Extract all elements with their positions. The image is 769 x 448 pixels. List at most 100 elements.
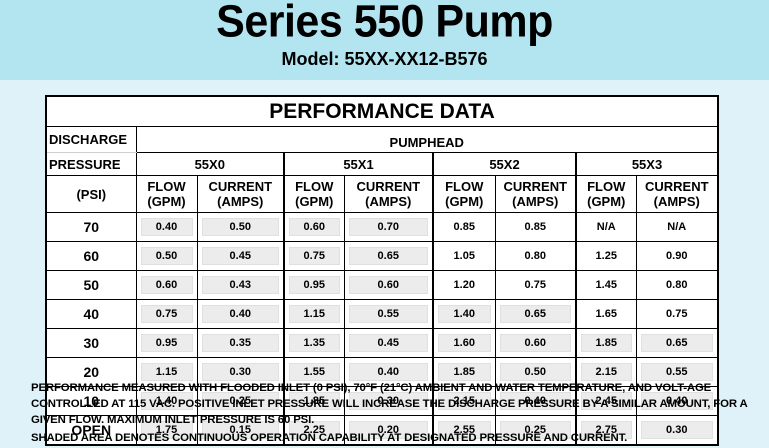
current-cell-55x2: 0.65	[494, 299, 577, 329]
flow-header-55x3: FLOW (GPM)	[575, 175, 637, 213]
cell-value: 1.25	[595, 250, 617, 262]
current-unit: (AMPS)	[512, 194, 559, 209]
flow-cell-55x0: 0.50	[135, 241, 198, 271]
cell-value: 1.55	[289, 363, 340, 381]
current-header-55x1: CURRENT (AMPS)	[343, 175, 434, 213]
table-row: 30 0.95 0.35 1.35 0.45 1.60 0.60 1.85 0.65	[45, 328, 719, 358]
flow-cell-55x0: 0.60	[135, 270, 198, 300]
current-unit: (AMPS)	[653, 194, 700, 209]
model-header-55x1: 55X1	[283, 152, 434, 176]
cell-value: 1.40	[438, 305, 491, 323]
row-header-pressure: PRESSURE	[45, 152, 137, 176]
pressure-value: 50	[45, 270, 137, 300]
flow-cell-55x1: 1.85	[283, 386, 345, 416]
flow-cell-55x3: 1.65	[575, 299, 637, 329]
cell-value: 0.15	[201, 421, 279, 439]
current-cell-55x0: 0.25	[196, 386, 285, 416]
cell-value: 0.40	[640, 392, 714, 410]
cell-value: 0.60	[289, 218, 340, 236]
performance-note: PERFORMANCE MEASURED WITH FLOODED INLET …	[31, 382, 748, 426]
cell-value: 0.85	[524, 221, 546, 233]
page-title: Series 550 Pump	[216, 0, 553, 48]
cell-value: 0.50	[499, 363, 571, 381]
table-row: 60 0.50 0.45 0.75 0.65 1.05 0.80 1.25 0.90	[45, 241, 719, 271]
current-cell-55x1: 0.70	[343, 212, 434, 242]
cell-value: 1.85	[438, 363, 491, 381]
flow-cell-55x1: 0.60	[283, 212, 345, 242]
cell-value: 0.40	[140, 218, 193, 236]
flow-cell-55x3: 1.25	[575, 241, 637, 271]
cell-value: N/A	[596, 221, 616, 233]
current-cell-55x0: 0.35	[196, 328, 285, 358]
flow-cell-55x3: 1.45	[575, 270, 637, 300]
flow-unit: (GPM)	[587, 194, 626, 209]
flow-cell-55x2: 2.15	[432, 386, 496, 416]
current-cell-55x0: 0.30	[196, 357, 285, 387]
cell-value: 0.75	[524, 279, 546, 291]
current-cell-55x2: 0.75	[494, 270, 577, 300]
flow-header-55x2: FLOW (GPM)	[432, 175, 496, 213]
cell-value: 0.60	[140, 276, 193, 294]
flow-cell-55x2: 1.05	[432, 241, 496, 271]
table-row: OPEN 1.75 0.15 2.25 0.20 2.55 0.25 2.75 0.30	[45, 415, 719, 446]
flow-cell-55x0: 1.15	[135, 357, 198, 387]
current-cell-55x3: N/A	[635, 212, 719, 242]
flow-label: FLOW	[445, 179, 484, 194]
current-cell-55x3: 0.30	[635, 415, 719, 446]
current-cell-55x3: 0.65	[635, 328, 719, 358]
flow-cell-55x0: 1.40	[135, 386, 198, 416]
current-cell-55x1: 0.20	[343, 415, 434, 446]
current-header-55x2: CURRENT (AMPS)	[494, 175, 577, 213]
flow-header-55x0: FLOW (GPM)	[135, 175, 198, 213]
table-row: 10 1.40 0.25 1.85 0.30 2.15 0.40 2.45 0.40	[45, 386, 719, 416]
flow-cell-55x1: 1.15	[283, 299, 345, 329]
cell-value: 0.25	[201, 392, 279, 410]
current-label: CURRENT	[356, 179, 421, 194]
model-header-55x0: 55X0	[135, 152, 285, 176]
row-header-psi: (PSI)	[45, 175, 137, 213]
cell-value: 0.55	[348, 305, 428, 323]
current-cell-55x0: 0.40	[196, 299, 285, 329]
cell-value: 0.30	[201, 363, 279, 381]
cell-value: 0.65	[499, 305, 571, 323]
current-label: CURRENT	[644, 179, 709, 194]
flow-cell-55x2: 2.55	[432, 415, 496, 446]
cell-value: 1.85	[581, 334, 632, 352]
current-label: CURRENT	[503, 179, 568, 194]
flow-label: FLOW	[295, 179, 334, 194]
cell-value: 0.60	[499, 334, 571, 352]
cell-value: 0.30	[348, 392, 428, 410]
flow-cell-55x3: 2.45	[575, 386, 637, 416]
cell-value: 0.60	[348, 276, 428, 294]
cell-value: 2.15	[438, 392, 491, 410]
flow-cell-55x1: 0.95	[283, 270, 345, 300]
cell-value: 1.85	[289, 392, 340, 410]
table-row: 50 0.60 0.43 0.95 0.60 1.20 0.75 1.45 0.80	[45, 270, 719, 300]
current-cell-55x0: 0.50	[196, 212, 285, 242]
cell-value: 1.60	[438, 334, 491, 352]
cell-value: 0.50	[201, 218, 279, 236]
current-unit: (AMPS)	[217, 194, 264, 209]
cell-value: 2.75	[581, 421, 632, 439]
flow-label: FLOW	[147, 179, 186, 194]
pressure-value: 70	[45, 212, 137, 242]
flow-unit: (GPM)	[147, 194, 186, 209]
cell-value: 0.20	[348, 421, 428, 439]
pressure-value: 30	[45, 328, 137, 358]
table-title: PERFORMANCE DATA	[45, 95, 719, 127]
flow-label: FLOW	[587, 179, 626, 194]
cell-value: 0.40	[499, 392, 571, 410]
flow-cell-55x1: 0.75	[283, 241, 345, 271]
cell-value: 0.75	[140, 305, 193, 323]
flow-cell-55x3: 2.75	[575, 415, 637, 446]
current-cell-55x3: 0.40	[635, 386, 719, 416]
cell-value: 0.95	[289, 276, 340, 294]
flow-cell-55x0: 1.75	[135, 415, 198, 446]
current-cell-55x3: 0.90	[635, 241, 719, 271]
current-cell-55x2: 0.60	[494, 328, 577, 358]
model-number: Model: 55XX-XX12-B576	[281, 49, 488, 69]
current-header-55x3: CURRENT (AMPS)	[635, 175, 719, 213]
flow-cell-55x2: 1.40	[432, 299, 496, 329]
performance-table: PERFORMANCE DATA DISCHARGE PUMPHEAD PRES…	[45, 95, 720, 446]
flow-cell-55x2: 1.20	[432, 270, 496, 300]
